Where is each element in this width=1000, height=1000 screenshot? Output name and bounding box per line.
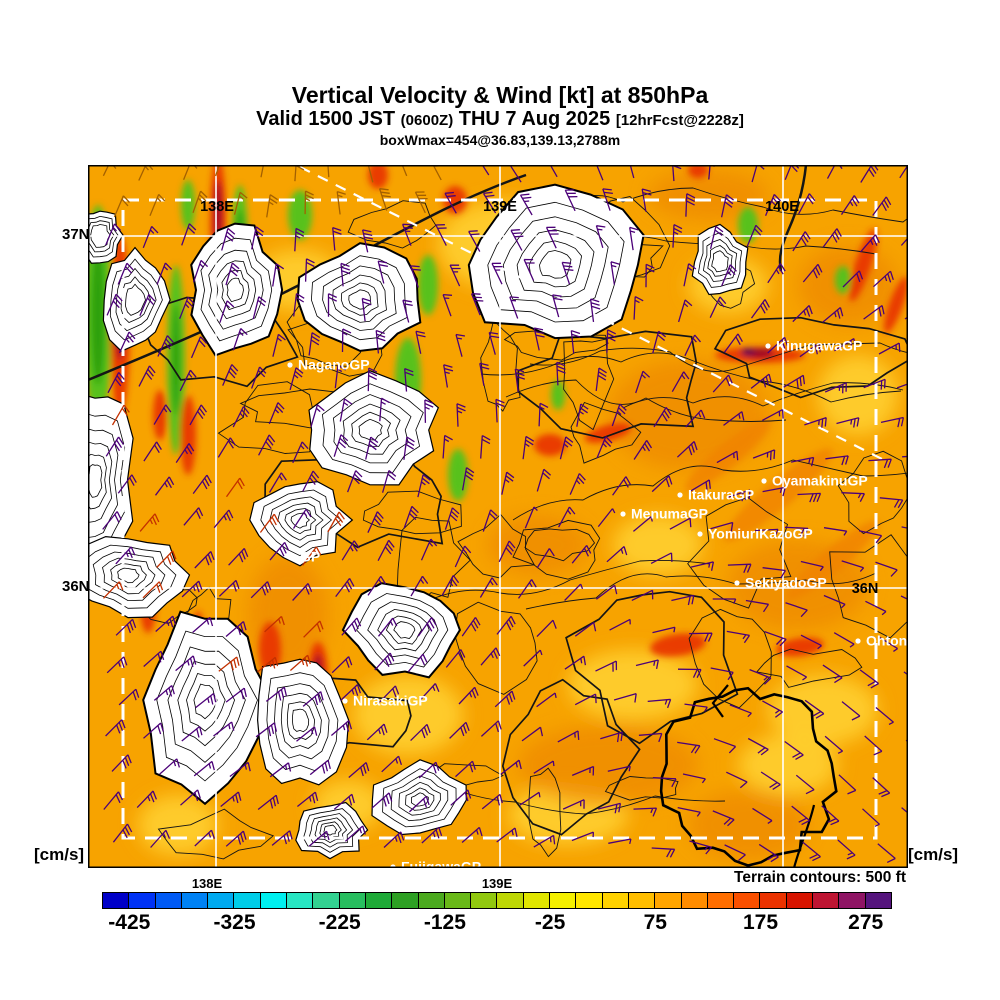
station-label: SekiyadoGP <box>745 575 827 591</box>
colorbar-cell <box>522 892 551 909</box>
colorbar-tick: 75 <box>643 911 667 934</box>
valid-time-date: THU 7 Aug 2025 <box>453 108 616 130</box>
colorbar-cell <box>864 892 892 909</box>
units-label-left: [cm/s] <box>34 845 85 864</box>
terrain-contours-note: Terrain contours: 500 ft <box>734 869 906 886</box>
station-label: GP <box>300 549 320 565</box>
lat-label-left: 36N <box>62 578 90 595</box>
valid-time-line: Valid 1500 JST (0600Z) THU 7 Aug 2025 [1… <box>0 108 1000 132</box>
lon-label: 138E <box>200 199 234 215</box>
forecast-domain-box <box>121 198 878 840</box>
station-label: YomiuriKazoGP <box>708 526 813 542</box>
colorbar-cell <box>128 892 156 909</box>
colorbar-cell <box>496 892 524 909</box>
lat-label-left: 37N <box>62 226 90 243</box>
page-title: Vertical Velocity & Wind [kt] at 850hPa <box>291 82 709 108</box>
valid-time-prefix: Valid 1500 JST <box>256 108 401 130</box>
station-dot <box>620 511 626 517</box>
station-label: ItakuraGP <box>688 487 754 503</box>
colorbar-cell <box>102 892 130 909</box>
station-label: MenumaGP <box>631 506 708 522</box>
colorbar-cell <box>233 892 261 909</box>
colorbar-cell <box>286 892 314 909</box>
stations-layer: NaganoGP KinugawaGP OyamakinuGP ItakuraGP Me… <box>287 338 908 869</box>
station-dot <box>761 478 767 484</box>
colorbar-tick: -125 <box>423 911 466 934</box>
colorbar-cell <box>680 892 708 909</box>
lon-label: 139E <box>483 199 517 215</box>
colorbar-cell <box>838 892 866 909</box>
station-dot <box>677 492 683 498</box>
colorbar-cell <box>391 892 419 909</box>
colorbar-cell <box>785 892 814 909</box>
terrain-contours-layer <box>88 183 749 860</box>
colorbar-cell <box>154 892 182 909</box>
lon-label-bottom: 138E <box>191 876 223 891</box>
colorbar-cell <box>180 892 209 909</box>
units-label-right: [cm/s] <box>908 845 959 864</box>
lon-label-bottom: 139E <box>481 876 513 891</box>
colorbar-tick: -425 <box>108 911 151 934</box>
colorbar-tick: -225 <box>318 911 361 934</box>
colorbar-cell <box>207 892 235 909</box>
station-label: NirasakiGP <box>353 693 428 709</box>
colorbar-cell <box>549 892 577 909</box>
station-dot <box>734 580 740 586</box>
lon-label: 140E <box>765 199 799 215</box>
colorbar-cell <box>627 892 656 909</box>
colorbar-cell <box>759 892 787 909</box>
graticule-lines <box>88 165 908 868</box>
valid-time-utc: (0600Z) <box>400 112 454 129</box>
colorbar-cell <box>259 892 288 909</box>
colorbar <box>102 892 892 909</box>
colorbar-cell <box>706 892 735 909</box>
station-label: OyamakinuGP <box>772 473 868 489</box>
colorbar-cell <box>364 892 393 909</box>
colorbar-cell <box>338 892 366 909</box>
station-label: OhtonegawaGP <box>866 633 908 649</box>
station-label: NaganoGP <box>298 357 370 373</box>
colorbar-cell <box>443 892 472 909</box>
colorbar-tick: 275 <box>848 911 884 934</box>
colorbar-cell <box>654 892 682 909</box>
station-dot <box>855 638 861 644</box>
station-dot <box>342 698 348 704</box>
station-label: FujigawaGP <box>401 859 481 869</box>
map-border <box>88 165 908 868</box>
colorbar-cell <box>312 892 340 909</box>
colorbar-cell <box>417 892 445 909</box>
colorbar-tick: -325 <box>213 911 256 934</box>
station-dot <box>287 362 293 368</box>
colorbar-cell <box>733 892 761 909</box>
colorbar-tick: -25 <box>534 911 566 934</box>
station-dot <box>765 343 771 349</box>
forecast-info: [12hrFcst@2228z] <box>615 112 744 129</box>
colorbar-cell <box>812 892 840 909</box>
colorbar-cell <box>575 892 603 909</box>
colorbar-cell <box>470 892 498 909</box>
colorbar-cell <box>601 892 629 909</box>
graticule-labels: 138E 139E 140E 36N <box>200 199 878 597</box>
wind-barbs-layer <box>102 165 908 863</box>
map-canvas: NaganoGP KinugawaGP OyamakinuGP ItakuraGP Me… <box>88 165 908 868</box>
colorbar-tick: 175 <box>742 911 779 934</box>
chart-title-block: Vertical Velocity & Wind [kt] at 850hPa … <box>0 82 1000 149</box>
station-label: KinugawaGP <box>776 338 862 354</box>
wmax-annotation: boxWmax=454@36.83,139.13,2788m <box>379 132 621 148</box>
lat-label-right: 36N <box>852 581 879 597</box>
station-dot <box>697 531 703 537</box>
